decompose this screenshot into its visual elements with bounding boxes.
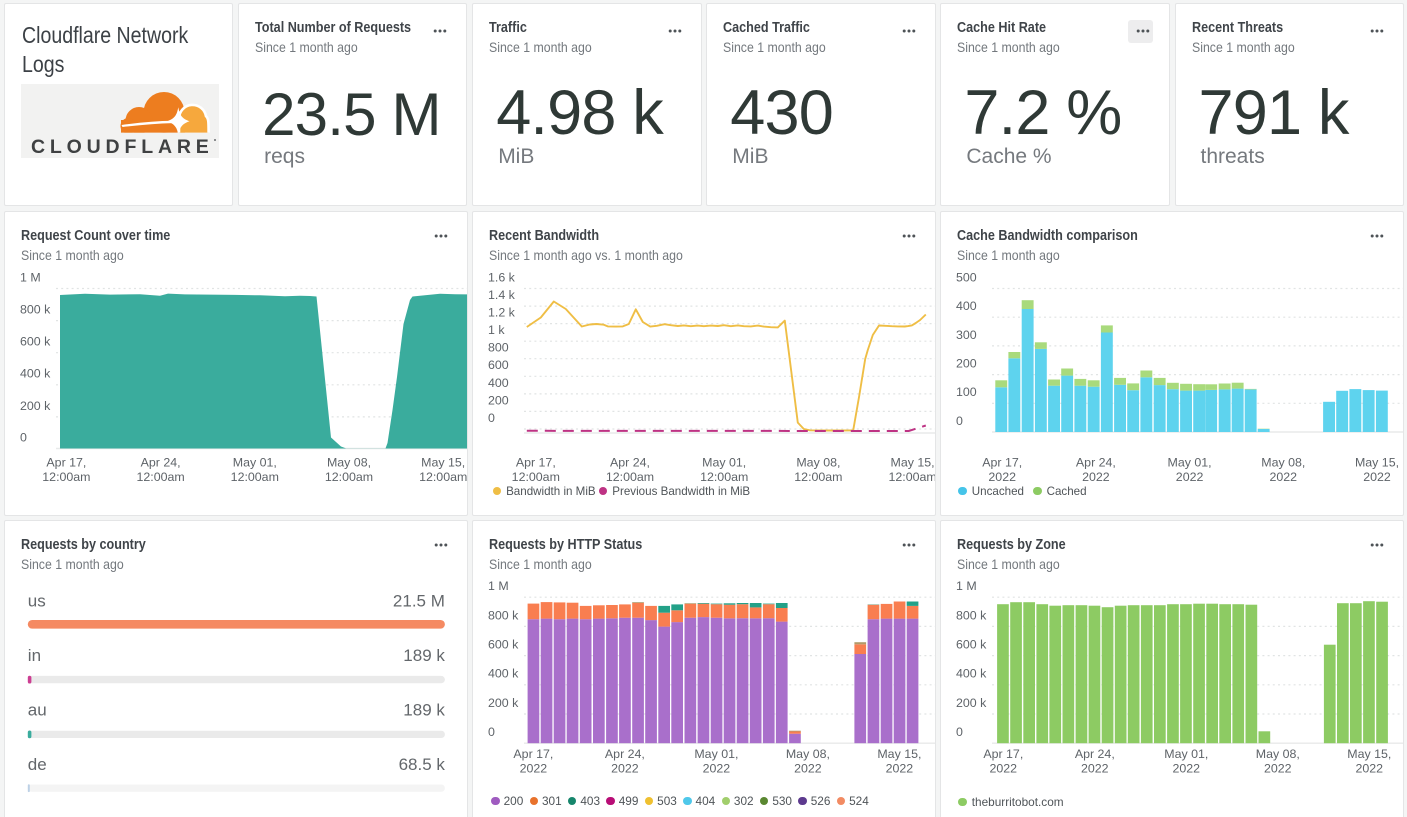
svg-text:2022: 2022	[611, 762, 639, 776]
svg-text:Apr 17,: Apr 17,	[516, 455, 556, 469]
svg-text:100: 100	[956, 385, 977, 399]
svg-text:0: 0	[956, 414, 963, 428]
svg-text:200: 200	[956, 357, 977, 371]
svg-text:1.6 k: 1.6 k	[488, 270, 516, 284]
svg-text:200 k: 200 k	[956, 696, 987, 710]
svg-text:2022: 2022	[886, 762, 914, 776]
svg-text:68.5 k: 68.5 k	[399, 755, 446, 774]
svg-text:May 01,: May 01,	[233, 455, 277, 469]
svg-text:12:00am: 12:00am	[231, 470, 279, 484]
svg-text:2022: 2022	[1270, 470, 1298, 484]
svg-text:200 k: 200 k	[488, 696, 519, 710]
svg-text:189 k: 189 k	[403, 646, 445, 665]
svg-text:0: 0	[20, 430, 27, 444]
svg-text:0: 0	[956, 725, 963, 739]
svg-text:200: 200	[488, 393, 509, 407]
svg-text:May 15,: May 15,	[1355, 455, 1399, 469]
svg-text:400 k: 400 k	[956, 667, 987, 681]
svg-text:600 k: 600 k	[956, 638, 987, 652]
svg-text:12:00am: 12:00am	[700, 470, 748, 484]
svg-text:2022: 2022	[1176, 470, 1204, 484]
svg-text:400: 400	[488, 376, 509, 390]
svg-text:Apr 17,: Apr 17,	[984, 747, 1024, 761]
svg-text:2022: 2022	[1081, 762, 1109, 776]
svg-text:1 M: 1 M	[956, 579, 977, 593]
svg-text:May 08,: May 08,	[786, 747, 830, 761]
svg-text:1 k: 1 k	[488, 323, 505, 337]
svg-text:Apr 17,: Apr 17,	[983, 455, 1023, 469]
svg-text:May 15,: May 15,	[421, 455, 465, 469]
svg-text:May 01,: May 01,	[1168, 455, 1212, 469]
svg-text:2022: 2022	[1364, 470, 1392, 484]
svg-text:Apr 24,: Apr 24,	[605, 747, 645, 761]
svg-text:Apr 24,: Apr 24,	[1075, 747, 1115, 761]
svg-text:May 15,: May 15,	[891, 455, 935, 469]
svg-text:2022: 2022	[1083, 470, 1111, 484]
svg-text:2022: 2022	[990, 762, 1018, 776]
svg-text:May 15,: May 15,	[1348, 747, 1392, 761]
svg-text:12:00am: 12:00am	[794, 470, 842, 484]
svg-text:us: us	[28, 592, 46, 611]
svg-text:12:00am: 12:00am	[136, 470, 184, 484]
svg-text:2022: 2022	[703, 762, 731, 776]
svg-text:May 08,: May 08,	[1256, 747, 1300, 761]
svg-text:Apr 24,: Apr 24,	[1076, 455, 1116, 469]
svg-text:May 08,: May 08,	[1262, 455, 1306, 469]
svg-text:400 k: 400 k	[488, 667, 519, 681]
svg-text:in: in	[28, 646, 41, 665]
svg-text:1 M: 1 M	[488, 579, 509, 593]
svg-text:12:00am: 12:00am	[512, 470, 560, 484]
svg-text:Apr 24,: Apr 24,	[610, 455, 650, 469]
svg-text:0: 0	[488, 411, 495, 425]
svg-text:Apr 17,: Apr 17,	[46, 455, 86, 469]
svg-text:800: 800	[488, 341, 509, 355]
svg-text:0: 0	[488, 725, 495, 739]
svg-text:189 k: 189 k	[403, 701, 445, 720]
svg-text:May 01,: May 01,	[695, 747, 739, 761]
svg-text:2022: 2022	[520, 762, 548, 776]
svg-text:May 08,: May 08,	[327, 455, 371, 469]
svg-text:600 k: 600 k	[20, 335, 51, 349]
svg-text:1.2 k: 1.2 k	[488, 306, 516, 320]
svg-text:2022: 2022	[1173, 762, 1201, 776]
svg-text:12:00am: 12:00am	[889, 470, 936, 484]
svg-text:600 k: 600 k	[488, 638, 519, 652]
svg-text:2022: 2022	[1264, 762, 1292, 776]
svg-text:au: au	[28, 701, 47, 720]
svg-text:May 08,: May 08,	[797, 455, 841, 469]
svg-text:May 01,: May 01,	[702, 455, 746, 469]
svg-text:CLOUDFLARE: CLOUDFLARE	[31, 136, 211, 158]
svg-text:200 k: 200 k	[20, 399, 51, 413]
svg-text:800 k: 800 k	[20, 303, 51, 317]
svg-text:de: de	[28, 755, 47, 774]
svg-text:2022: 2022	[989, 470, 1017, 484]
svg-text:400 k: 400 k	[20, 367, 51, 381]
svg-text:12:00am: 12:00am	[606, 470, 654, 484]
svg-text:12:00am: 12:00am	[42, 470, 90, 484]
svg-text:500: 500	[956, 270, 977, 284]
svg-text:800 k: 800 k	[488, 609, 519, 623]
svg-text:600: 600	[488, 358, 509, 372]
svg-text:800 k: 800 k	[956, 609, 987, 623]
svg-text:May 01,: May 01,	[1165, 747, 1209, 761]
svg-text:300: 300	[956, 328, 977, 342]
svg-text:1 M: 1 M	[20, 270, 41, 284]
svg-text:2022: 2022	[1356, 762, 1384, 776]
svg-text:1.4 k: 1.4 k	[488, 288, 516, 302]
svg-text:Apr 17,: Apr 17,	[514, 747, 554, 761]
svg-text:400: 400	[956, 299, 977, 313]
svg-text:12:00am: 12:00am	[419, 470, 467, 484]
svg-text:12:00am: 12:00am	[325, 470, 373, 484]
svg-text:21.5 M: 21.5 M	[393, 592, 445, 611]
svg-text:May 15,: May 15,	[878, 747, 922, 761]
svg-text:2022: 2022	[794, 762, 822, 776]
svg-text:Apr 24,: Apr 24,	[141, 455, 181, 469]
